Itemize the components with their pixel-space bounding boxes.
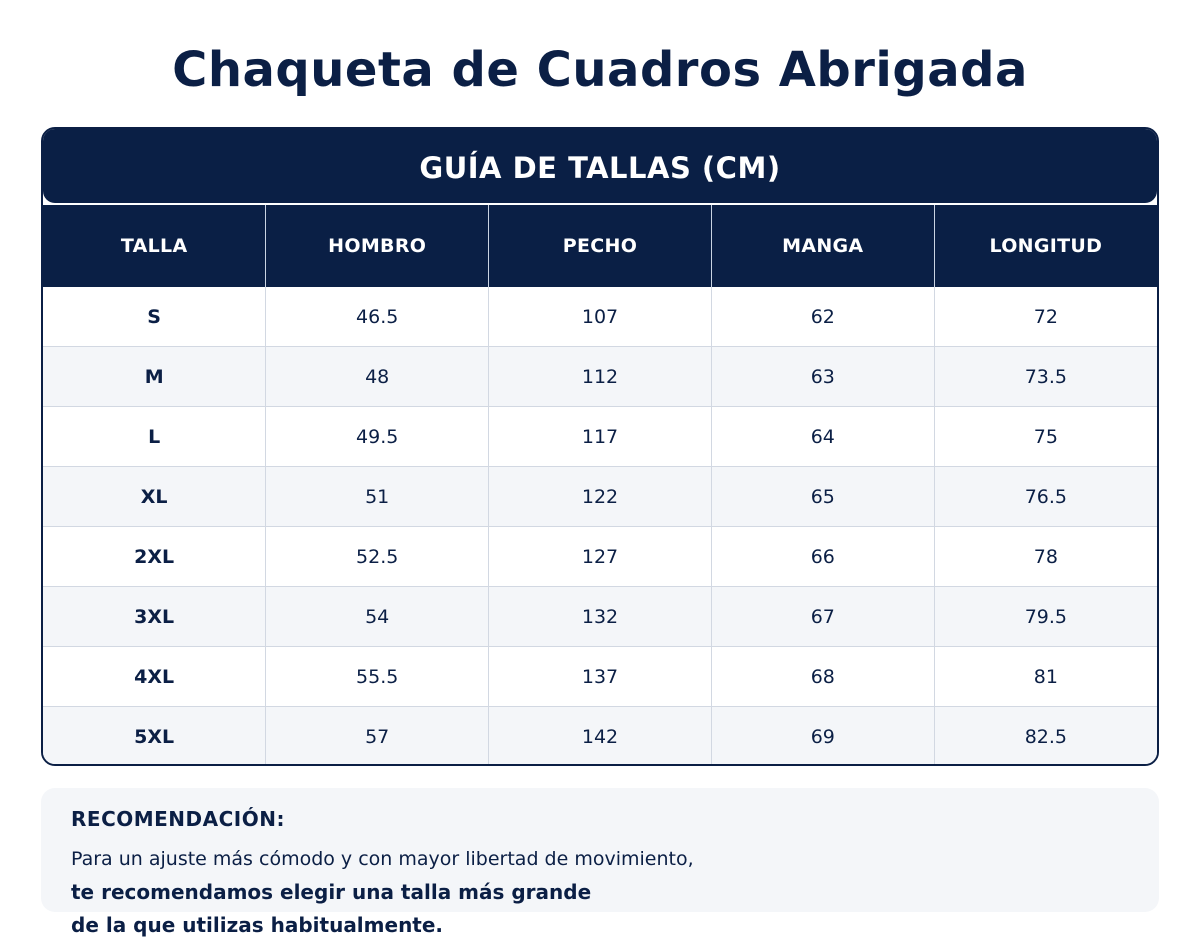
sleeve-cell: 63 [710,346,935,407]
chest-cell: 137 [488,646,712,707]
size-guide-title: GUÍA DE TALLAS (CM) [43,129,1157,203]
size-cell: M [43,346,266,407]
length-cell: 82.5 [933,706,1157,764]
chest-cell: 112 [488,346,712,407]
chest-cell: 127 [488,526,712,587]
sleeve-cell: 69 [710,706,935,764]
chest-cell: 142 [488,706,712,764]
sleeve-cell: 64 [710,406,935,467]
length-cell: 81 [933,646,1157,707]
chest-cell: 117 [488,406,712,467]
column-header-hombro: HOMBRO [265,205,489,287]
recommendation-title: RECOMENDACIÓN: [71,807,285,831]
page-title: Chaqueta de Cuadros Abrigada [172,42,1028,98]
column-header-talla: TALLA [43,205,266,287]
column-header-longitud: LONGITUD [933,205,1157,287]
size-cell: 4XL [43,646,266,707]
sleeve-cell: 66 [710,526,935,587]
table-row: XL 51 122 65 76.5 [43,466,1157,527]
shoulder-cell: 51 [265,466,489,527]
recommendation-emphasis-continued: de la que utilizas habitualmente. [71,913,444,937]
column-header-pecho: PECHO [488,205,712,287]
shoulder-cell: 49.5 [265,406,489,467]
shoulder-cell: 52.5 [265,526,489,587]
table-row: 5XL 57 142 69 82.5 [43,706,1157,764]
shoulder-cell: 48 [265,346,489,407]
table-header-row: TALLA HOMBRO PECHO MANGA LONGITUD [43,205,1157,287]
sleeve-cell: 65 [710,466,935,527]
recommendation-box [41,788,1159,912]
recommendation-emphasis: te recomendamos elegir una talla más gra… [71,880,592,904]
shoulder-cell: 57 [265,706,489,764]
length-cell: 76.5 [933,466,1157,527]
table-row: 3XL 54 132 67 79.5 [43,586,1157,647]
sleeve-cell: 68 [710,646,935,707]
size-guide-card: GUÍA DE TALLAS (CM) TALLA HOMBRO PECHO M… [41,127,1159,766]
length-cell: 72 [933,287,1157,347]
sleeve-cell: 67 [710,586,935,647]
chest-cell: 132 [488,586,712,647]
size-cell: 3XL [43,586,266,647]
size-cell: 5XL [43,706,266,764]
length-cell: 73.5 [933,346,1157,407]
size-cell: S [43,287,266,347]
size-table: TALLA HOMBRO PECHO MANGA LONGITUD S 46.5… [43,205,1157,764]
length-cell: 79.5 [933,586,1157,647]
chest-cell: 107 [488,287,712,347]
table-row: L 49.5 117 64 75 [43,406,1157,467]
length-cell: 78 [933,526,1157,587]
table-row: M 48 112 63 73.5 [43,346,1157,407]
size-cell: 2XL [43,526,266,587]
shoulder-cell: 55.5 [265,646,489,707]
table-row: 2XL 52.5 127 66 78 [43,526,1157,587]
recommendation-text: Para un ajuste más cómodo y con mayor li… [71,848,694,870]
table-row: 4XL 55.5 137 68 81 [43,646,1157,707]
shoulder-cell: 46.5 [265,287,489,347]
column-header-manga: MANGA [710,205,935,287]
chest-cell: 122 [488,466,712,527]
sleeve-cell: 62 [710,287,935,347]
size-cell: XL [43,466,266,527]
size-cell: L [43,406,266,467]
shoulder-cell: 54 [265,586,489,647]
length-cell: 75 [933,406,1157,467]
table-row: S 46.5 107 62 72 [43,287,1157,347]
